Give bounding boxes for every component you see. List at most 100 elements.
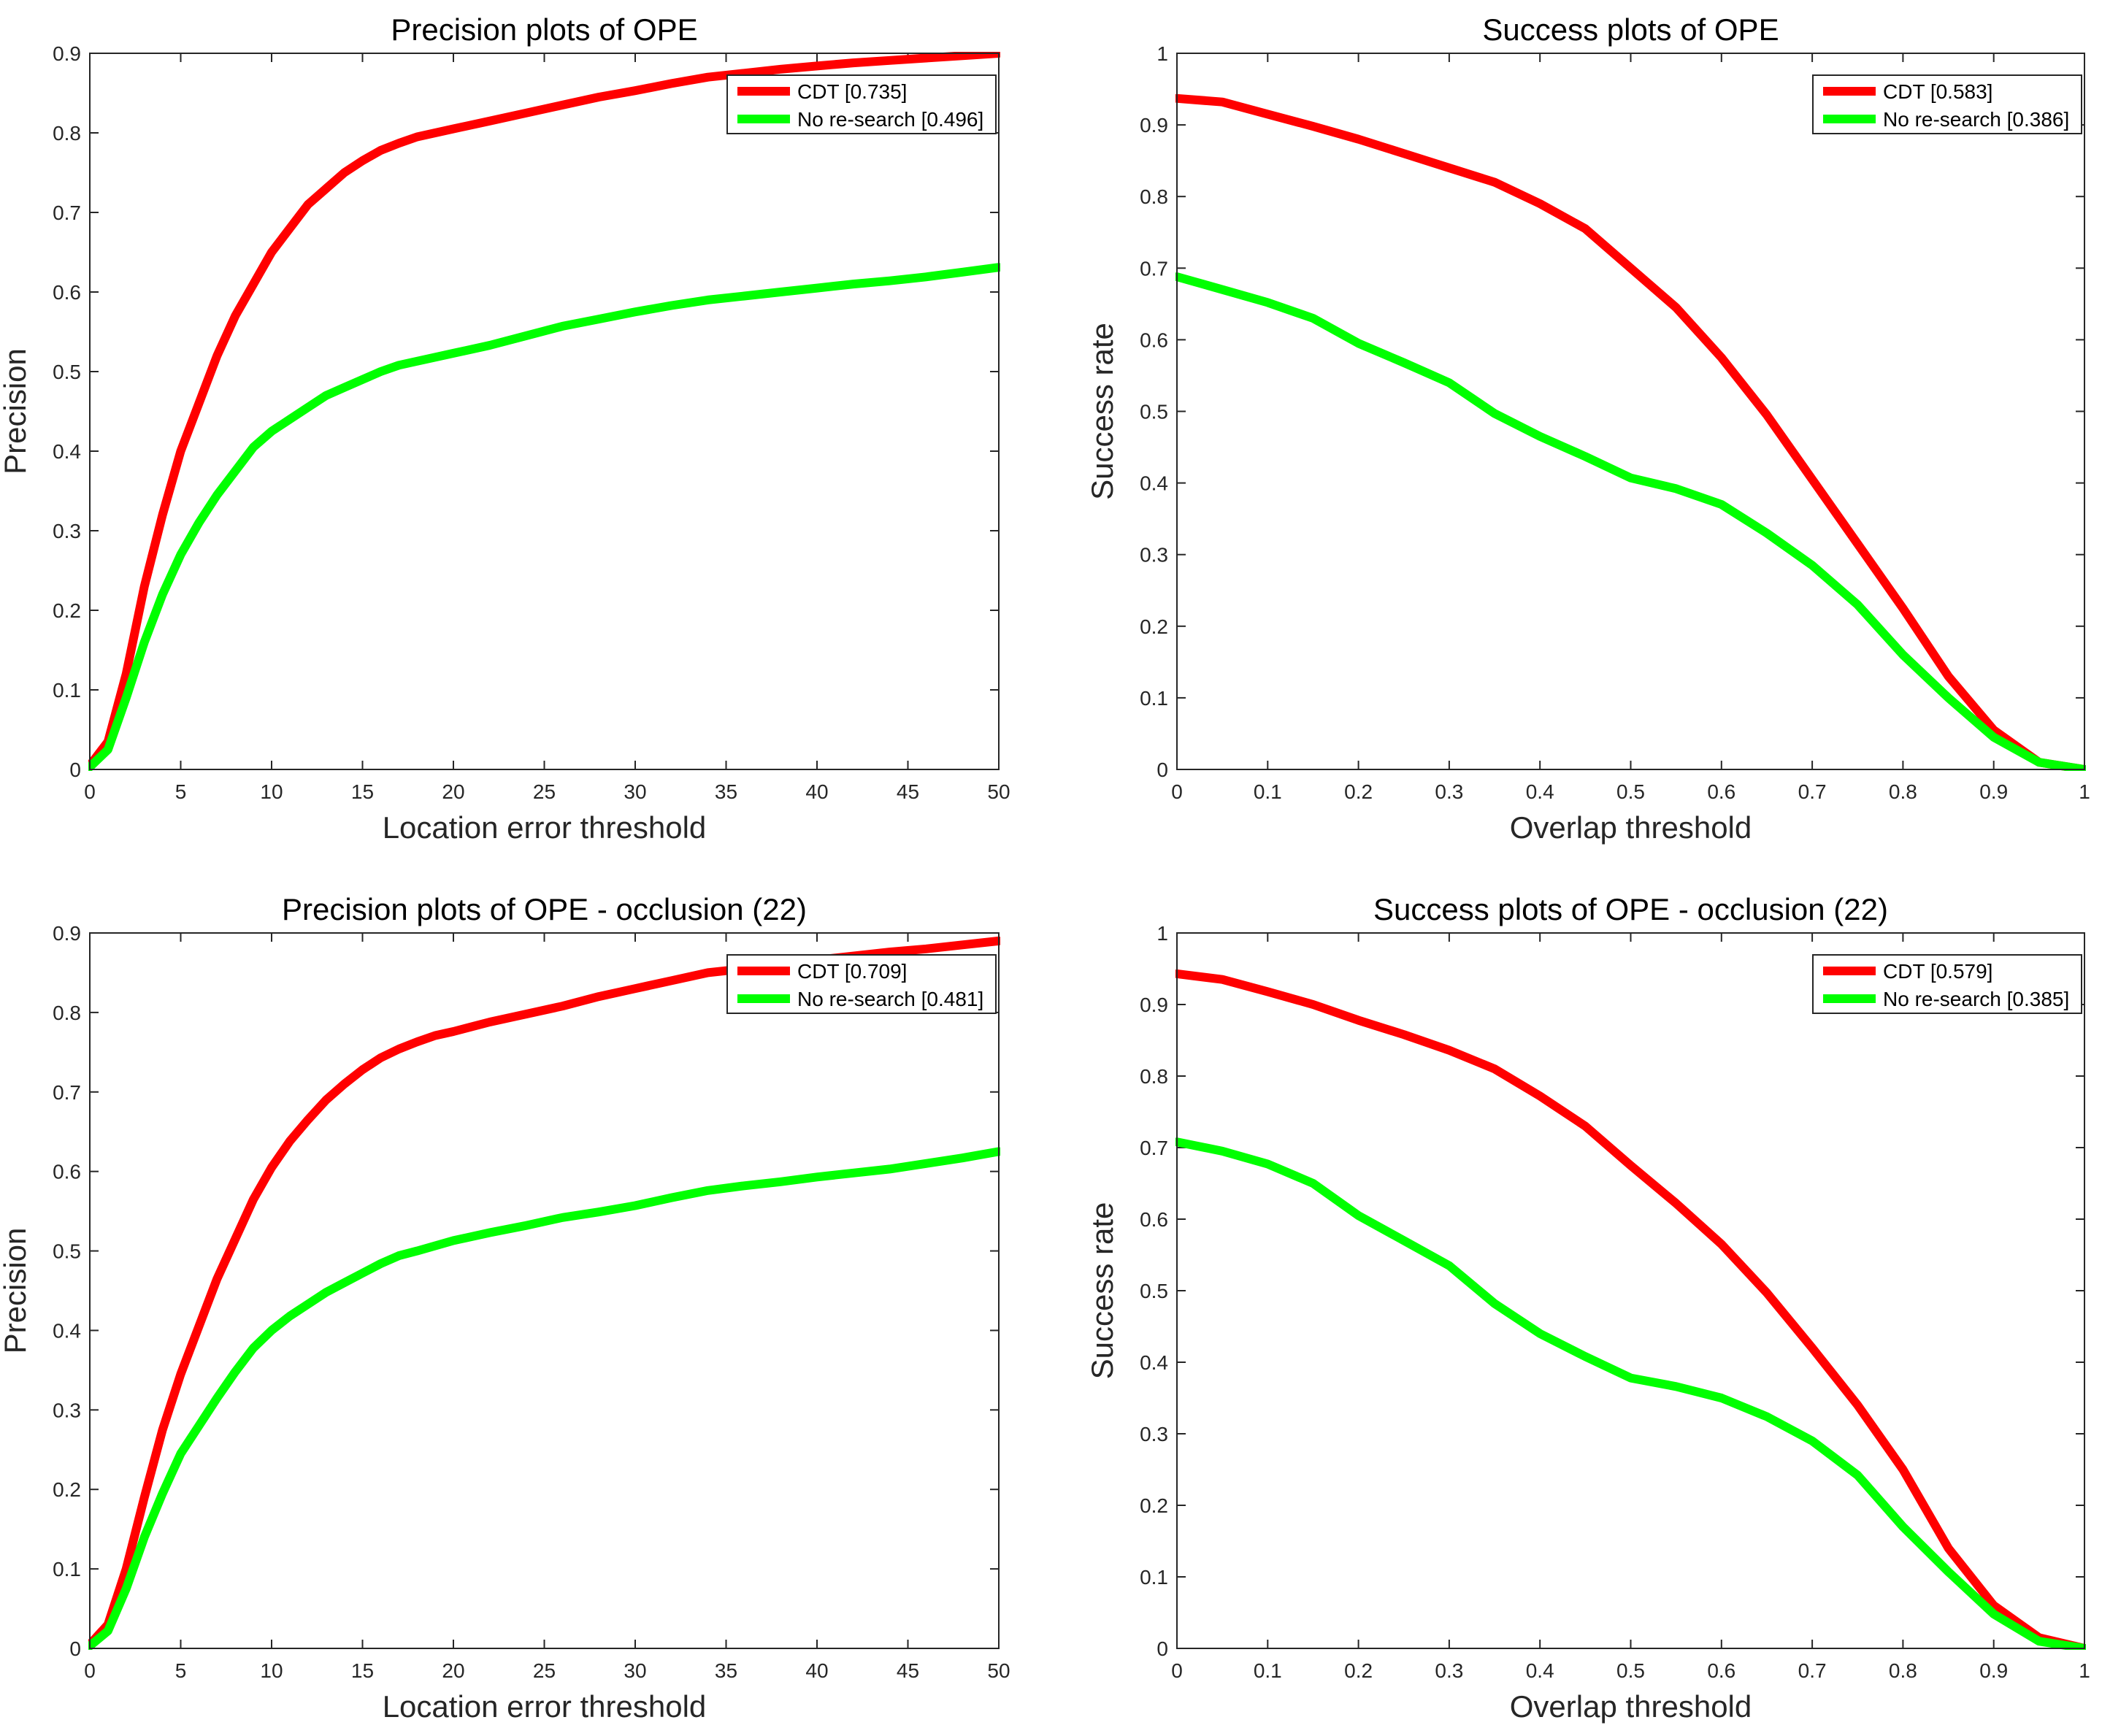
chart-success-occlusion: 0 0.1 0.2 0.3 0.4 0.5 0.6 0.7 0.8 0.9 1 0 0.1 0.2 0.3 0…: [1085, 892, 2090, 1724]
x-tick-label: 0.9: [1979, 780, 2008, 803]
series-line-no-research: [88, 263, 1000, 771]
x-axis-label: Overlap threshold: [1510, 810, 1752, 845]
x-tick-label: 45: [897, 1659, 919, 1682]
y-tick-label: 0.7: [1140, 257, 1168, 280]
x-tick-label: 1: [2079, 780, 2090, 803]
chart-precision-ope: 0 5 10 15 20 25 30 35 40 45 50 0 0.1 0.2 0.3 0.4 0.5 0.6 0…: [0, 12, 1010, 845]
chart-title: Precision plots of OPE: [391, 12, 697, 47]
y-tick-label: 0.8: [53, 122, 81, 145]
legend: CDT [0.579] No re-search [0.385]: [1812, 954, 2082, 1014]
x-tick-label: 0.8: [1889, 1659, 1917, 1682]
x-tick-label: 10: [260, 780, 283, 803]
x-tick-label: 25: [533, 780, 556, 803]
x-tick-label: 0.5: [1616, 780, 1645, 803]
y-tick-label: 0.4: [1140, 472, 1168, 495]
series-line-no-research: [88, 1147, 1000, 1650]
legend-entry: No re-search [0.385]: [1883, 988, 2069, 1010]
y-tick-label: 0.4: [53, 1319, 81, 1342]
chart-success-ope: 0 0.1 0.2 0.3 0.4 0.5 0.6 0.7 0.8 0.9 1 0 0.1 0.2 0.3 0…: [1085, 12, 2090, 845]
chart-title: Success plots of OPE: [1482, 12, 1779, 47]
y-tick-label: 0.8: [1140, 1065, 1168, 1088]
x-tick-label: 0: [1171, 1659, 1183, 1682]
legend-entry: No re-search [0.481]: [797, 988, 983, 1010]
legend: CDT [0.709] No re-search [0.481]: [726, 954, 997, 1014]
x-tick-label: 30: [624, 1659, 646, 1682]
chart-title: Precision plots of OPE - occlusion (22): [282, 892, 807, 926]
x-tick-label: 0.9: [1979, 1659, 2008, 1682]
y-tick-label: 0.1: [53, 1558, 81, 1581]
y-tick-label: 0: [69, 758, 81, 781]
y-tick-label: 0.6: [1140, 1208, 1168, 1231]
x-tick-label: 0.8: [1889, 780, 1917, 803]
y-tick-label: 0.5: [1140, 1280, 1168, 1302]
x-tick-label: 0.1: [1254, 780, 1282, 803]
legend-entry: No re-search [0.496]: [797, 108, 983, 131]
y-tick-label: 0.2: [1140, 615, 1168, 638]
axes-frame: [1176, 53, 2085, 770]
x-axis-label: Location error threshold: [383, 810, 707, 845]
y-tick-label: 0.2: [1140, 1494, 1168, 1517]
x-tick-label: 0: [84, 780, 96, 803]
y-axis-label: Success rate: [1085, 1202, 1119, 1380]
y-tick-label: 0.1: [53, 679, 81, 702]
x-tick-label: 20: [442, 780, 464, 803]
series-line-cdt: [1175, 969, 2086, 1650]
y-tick-label: 0.4: [1140, 1351, 1168, 1374]
x-tick-label: 0: [84, 1659, 96, 1682]
y-axis-label: Success rate: [1085, 323, 1119, 500]
x-tick-label: 40: [805, 780, 828, 803]
chart-precision-occlusion: 0 5 10 15 20 25 30 35 40 45 50 0 0.1 0.2 0.3 0.4 0.5 0.6 0…: [0, 892, 1010, 1724]
y-tick-label: 1: [1157, 42, 1168, 65]
y-tick-label: 0.8: [53, 1002, 81, 1024]
y-tick-label: 0: [69, 1637, 81, 1660]
series-line-no-research: [1175, 272, 2086, 771]
x-tick-label: 1: [2079, 1659, 2090, 1682]
x-tick-label: 40: [805, 1659, 828, 1682]
legend: CDT [0.583] No re-search [0.386]: [1812, 74, 2082, 134]
legend-box: [726, 74, 997, 134]
x-tick-label: 0.6: [1707, 780, 1735, 803]
y-tick-label: 0.9: [1140, 994, 1168, 1016]
x-tick-label: 20: [442, 1659, 464, 1682]
legend-entry: CDT [0.735]: [797, 80, 907, 103]
legend-box: [1812, 74, 2082, 134]
x-tick-label: 0.6: [1707, 1659, 1735, 1682]
x-tick-label: 10: [260, 1659, 283, 1682]
x-tick-label: 15: [351, 1659, 374, 1682]
x-tick-label: 0.3: [1435, 780, 1463, 803]
axes-frame: [89, 932, 1000, 1649]
x-tick-label: 0.5: [1616, 1659, 1645, 1682]
x-tick-label: 0.4: [1526, 780, 1554, 803]
x-tick-label: 5: [175, 780, 187, 803]
y-tick-label: 0.1: [1140, 1566, 1168, 1589]
x-tick-label: 5: [175, 1659, 187, 1682]
y-tick-label: 0: [1157, 758, 1168, 781]
y-tick-label: 0.1: [1140, 687, 1168, 710]
y-axis-label: Precision: [0, 348, 32, 475]
x-tick-label: 50: [987, 1659, 1010, 1682]
legend-box: [726, 954, 997, 1014]
y-tick-label: 0.6: [1140, 329, 1168, 351]
y-tick-label: 0.3: [53, 520, 81, 542]
plot-area: [90, 933, 999, 1648]
x-tick-label: 25: [533, 1659, 556, 1682]
y-tick-label: 1: [1157, 922, 1168, 945]
y-tick-label: 0: [1157, 1637, 1168, 1660]
y-tick-label: 0.9: [53, 42, 81, 65]
y-axis-label: Precision: [0, 1228, 32, 1354]
x-tick-label: 0.7: [1798, 1659, 1827, 1682]
y-tick-label: 0.3: [53, 1399, 81, 1421]
x-tick-label: 50: [987, 780, 1010, 803]
y-tick-label: 0.3: [1140, 1423, 1168, 1445]
x-tick-label: 0.2: [1344, 1659, 1373, 1682]
y-tick-label: 0.9: [53, 922, 81, 945]
x-tick-label: 35: [715, 780, 737, 803]
legend: CDT [0.735] No re-search [0.496]: [726, 74, 997, 134]
axes-frame: [89, 53, 1000, 770]
series-line-no-research: [1175, 1137, 2086, 1650]
axes-frame: [1176, 932, 2085, 1649]
legend-box: [1812, 954, 2082, 1014]
y-tick-label: 0.5: [1140, 401, 1168, 423]
y-tick-label: 0.6: [53, 281, 81, 304]
